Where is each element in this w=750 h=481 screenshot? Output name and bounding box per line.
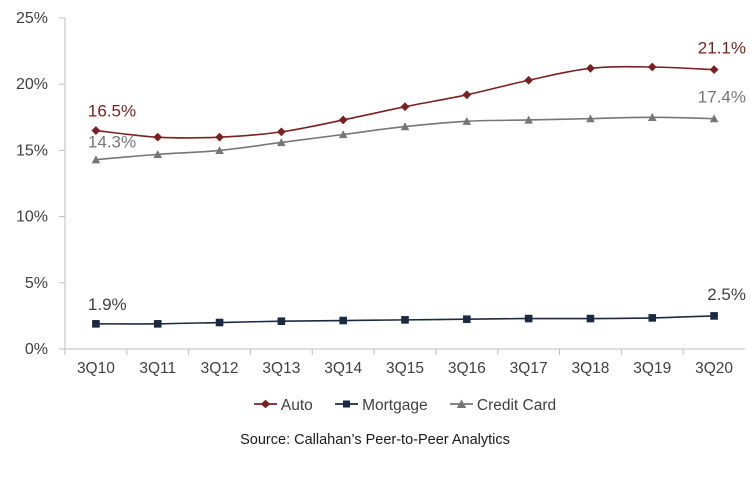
svg-text:25%: 25% — [16, 10, 48, 27]
svg-text:15%: 15% — [16, 142, 48, 159]
svg-text:3Q16: 3Q16 — [448, 360, 486, 377]
svg-text:14.3%: 14.3% — [88, 133, 136, 152]
svg-text:3Q12: 3Q12 — [201, 360, 239, 377]
svg-text:21.1%: 21.1% — [698, 39, 746, 58]
svg-text:3Q13: 3Q13 — [262, 360, 300, 377]
svg-text:16.5%: 16.5% — [88, 102, 136, 121]
svg-text:17.4%: 17.4% — [698, 88, 746, 107]
svg-text:3Q18: 3Q18 — [571, 360, 609, 377]
svg-text:2.5%: 2.5% — [707, 285, 746, 304]
svg-text:10%: 10% — [16, 209, 48, 226]
svg-text:3Q11: 3Q11 — [139, 360, 176, 377]
svg-text:3Q20: 3Q20 — [695, 360, 733, 377]
svg-text:3Q17: 3Q17 — [510, 360, 548, 377]
svg-text:1.9%: 1.9% — [88, 295, 127, 314]
svg-text:0%: 0% — [25, 341, 48, 358]
svg-text:3Q10: 3Q10 — [77, 360, 115, 377]
svg-text:3Q14: 3Q14 — [324, 360, 362, 377]
svg-text:3Q15: 3Q15 — [386, 360, 424, 377]
svg-text:5%: 5% — [25, 275, 48, 292]
svg-text:3Q19: 3Q19 — [633, 360, 671, 377]
svg-text:20%: 20% — [16, 76, 48, 93]
